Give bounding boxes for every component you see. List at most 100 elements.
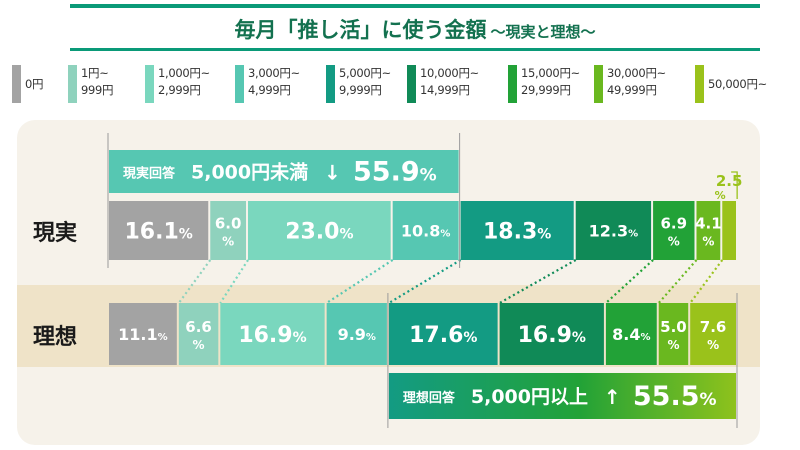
legend-label: 1,000円~ 2,999円 <box>158 66 210 97</box>
data-label: 16.1% <box>124 219 192 244</box>
legend-label: 5,000円~ 9,999円 <box>339 66 391 97</box>
callout-value-unit: % <box>700 390 717 410</box>
connector-line <box>388 259 462 304</box>
bar-segment <box>653 201 695 260</box>
bar-segment <box>499 303 604 365</box>
data-label-value: 23.0 <box>285 219 339 244</box>
callout-value: 55.5% <box>633 381 717 412</box>
callout-value-unit: % <box>420 166 437 186</box>
data-label: 18.3% <box>483 219 551 244</box>
data-label-unit: % <box>366 332 376 343</box>
data-label-unit: % <box>668 235 680 249</box>
data-label: 5.0 <box>660 318 687 336</box>
row-label: 現実 <box>33 220 77 246</box>
callout-value: 55.9% <box>353 157 437 188</box>
callout-range: 5,000円未満 <box>191 161 308 184</box>
data-label: 12.3% <box>589 221 639 240</box>
callout-arrow: ↑ <box>604 385 621 409</box>
connector-line <box>326 259 394 304</box>
connector-line <box>219 259 249 304</box>
bar-segment <box>605 303 657 365</box>
data-label-unit: % <box>463 330 477 346</box>
bar-segment <box>696 201 721 260</box>
callout-box <box>109 150 459 193</box>
legend-label: 3,000円~ 4,999円 <box>248 66 300 97</box>
data-label-unit: % <box>715 189 726 202</box>
data-label-unit: % <box>158 332 168 343</box>
bar-segment <box>109 303 177 365</box>
legend-swatch <box>145 65 154 103</box>
data-label-unit: % <box>222 235 234 249</box>
data-label: 6.0 <box>215 215 242 233</box>
callout-box <box>388 373 736 419</box>
data-label-unit: % <box>640 332 650 343</box>
data-label-unit: % <box>667 338 679 352</box>
data-label: 11.1% <box>118 325 168 344</box>
connector-line <box>177 259 212 304</box>
legend: 0円 1円~ 999円 1,000円~ 2,999円 3,000円~ 4,999円 5,… <box>12 62 797 106</box>
data-label-unit: % <box>628 228 638 239</box>
title-rule-top <box>70 4 760 8</box>
connector-line <box>689 259 724 304</box>
data-label-value: 18.3 <box>483 219 537 244</box>
bar-segment <box>392 201 459 260</box>
bar-segment <box>388 303 498 365</box>
callout-value-number: 55.9 <box>353 157 420 188</box>
legend-swatch <box>594 65 603 103</box>
chart-title-main: 毎月「推し活」に使う金額 <box>234 18 487 42</box>
callout-label: 現実回答 <box>123 166 176 182</box>
chart-subtitle: 〜現実と理想〜 <box>490 23 596 41</box>
data-label-unit: % <box>339 226 353 242</box>
callout-range: 5,000円以上 <box>471 386 588 408</box>
data-label-unit: % <box>572 330 586 346</box>
data-label: 9.9% <box>338 325 376 344</box>
legend-swatch <box>326 65 335 103</box>
legend-swatch <box>68 65 77 103</box>
legend-swatch <box>695 65 704 103</box>
data-label: 7.6 <box>700 318 727 336</box>
data-label-unit: % <box>440 228 450 239</box>
bar-segment <box>178 303 219 365</box>
legend-label: 30,000円~ 49,999円 <box>607 66 666 97</box>
data-label-unit: % <box>193 338 205 352</box>
row-label: 理想 <box>33 325 77 350</box>
data-label: 10.8% <box>401 221 451 240</box>
data-label-value: 16.9 <box>518 323 572 348</box>
data-label: 17.6% <box>409 323 477 348</box>
bar-segment <box>575 201 652 260</box>
bar-segment <box>326 303 387 365</box>
data-label-unit: % <box>293 330 307 346</box>
legend-label: 1円~ 999円 <box>81 66 114 97</box>
bar-segment <box>220 303 325 365</box>
data-label: 6.6 <box>185 318 212 336</box>
data-label-unit: % <box>537 226 551 242</box>
legend-swatch <box>12 65 21 103</box>
legend-label: 50,000円~ <box>708 77 767 91</box>
data-label: 4.1 <box>695 215 722 233</box>
data-label-value: 17.6 <box>409 323 463 348</box>
data-label-unit: % <box>179 226 193 242</box>
data-label-value: 16.9 <box>238 323 292 348</box>
bar-segment <box>722 201 736 260</box>
title-rule-bottom <box>70 48 760 51</box>
callout-label: 理想回答 <box>403 390 456 406</box>
connector-line <box>605 259 654 304</box>
legend-swatch <box>508 65 517 103</box>
chart-title: 毎月「推し活」に使う金額 〜現実と理想〜 <box>70 14 760 44</box>
legend-swatch <box>407 65 416 103</box>
data-label-value: 16.1 <box>124 219 178 244</box>
data-label: 23.0% <box>285 219 353 244</box>
bar-segment <box>690 303 736 365</box>
legend-label: 15,000円~ 29,999円 <box>521 66 580 97</box>
legend-label: 10,000円~ 14,999円 <box>420 66 479 97</box>
connector-line <box>499 259 577 304</box>
legend-label: 0円 <box>25 77 44 91</box>
bar-segment <box>109 201 209 260</box>
data-label-value: 12.3 <box>589 221 628 240</box>
bar-segment <box>210 201 247 260</box>
data-label: 2.5 <box>716 172 743 190</box>
bar-segment <box>460 201 574 260</box>
data-label: 6.9 <box>660 215 687 233</box>
data-label-unit: % <box>707 338 719 352</box>
